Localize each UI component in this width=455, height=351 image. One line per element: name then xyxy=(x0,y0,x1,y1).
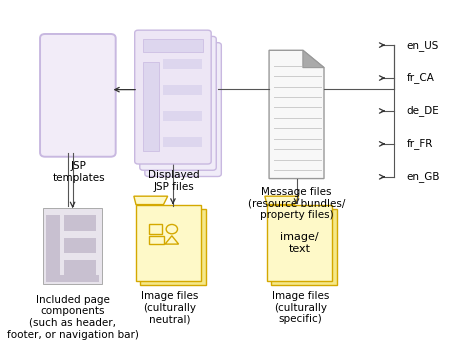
Bar xyxy=(149,236,164,244)
Text: fr_CA: fr_CA xyxy=(406,73,434,84)
Bar xyxy=(163,137,202,147)
FancyBboxPatch shape xyxy=(140,37,216,170)
Bar xyxy=(64,260,96,276)
Text: Image files
(culturally
specific): Image files (culturally specific) xyxy=(272,291,329,324)
Bar xyxy=(149,224,162,233)
Polygon shape xyxy=(265,196,298,205)
Polygon shape xyxy=(303,50,324,68)
Bar xyxy=(163,59,202,69)
Bar xyxy=(64,238,96,253)
Text: Message files
(resource bundles/
property files): Message files (resource bundles/ propert… xyxy=(248,187,345,220)
Text: de_DE: de_DE xyxy=(406,106,439,117)
Text: Displayed
JSP files: Displayed JSP files xyxy=(148,170,200,192)
Text: Included page
components
(such as header,
footer, or navigation bar): Included page components (such as header… xyxy=(7,295,138,339)
FancyBboxPatch shape xyxy=(136,205,202,281)
Bar xyxy=(143,39,203,52)
Bar xyxy=(163,85,202,95)
Bar xyxy=(46,275,99,282)
FancyBboxPatch shape xyxy=(40,34,116,157)
Text: image/
text: image/ text xyxy=(280,232,319,253)
Text: fr_FR: fr_FR xyxy=(406,138,433,149)
Bar xyxy=(163,111,202,121)
FancyBboxPatch shape xyxy=(145,43,221,177)
Bar xyxy=(143,62,159,151)
FancyBboxPatch shape xyxy=(267,205,333,281)
Bar xyxy=(46,215,60,277)
FancyBboxPatch shape xyxy=(140,209,206,285)
FancyBboxPatch shape xyxy=(135,30,211,164)
FancyBboxPatch shape xyxy=(271,209,337,285)
Polygon shape xyxy=(269,50,324,179)
Text: Image files
(culturally
neutral): Image files (culturally neutral) xyxy=(141,291,198,324)
Text: en_US: en_US xyxy=(406,40,439,51)
Text: en_GB: en_GB xyxy=(406,171,440,182)
Bar xyxy=(64,215,96,231)
Polygon shape xyxy=(134,196,168,205)
Bar xyxy=(43,208,102,284)
Text: JSP
templates: JSP templates xyxy=(53,161,105,183)
